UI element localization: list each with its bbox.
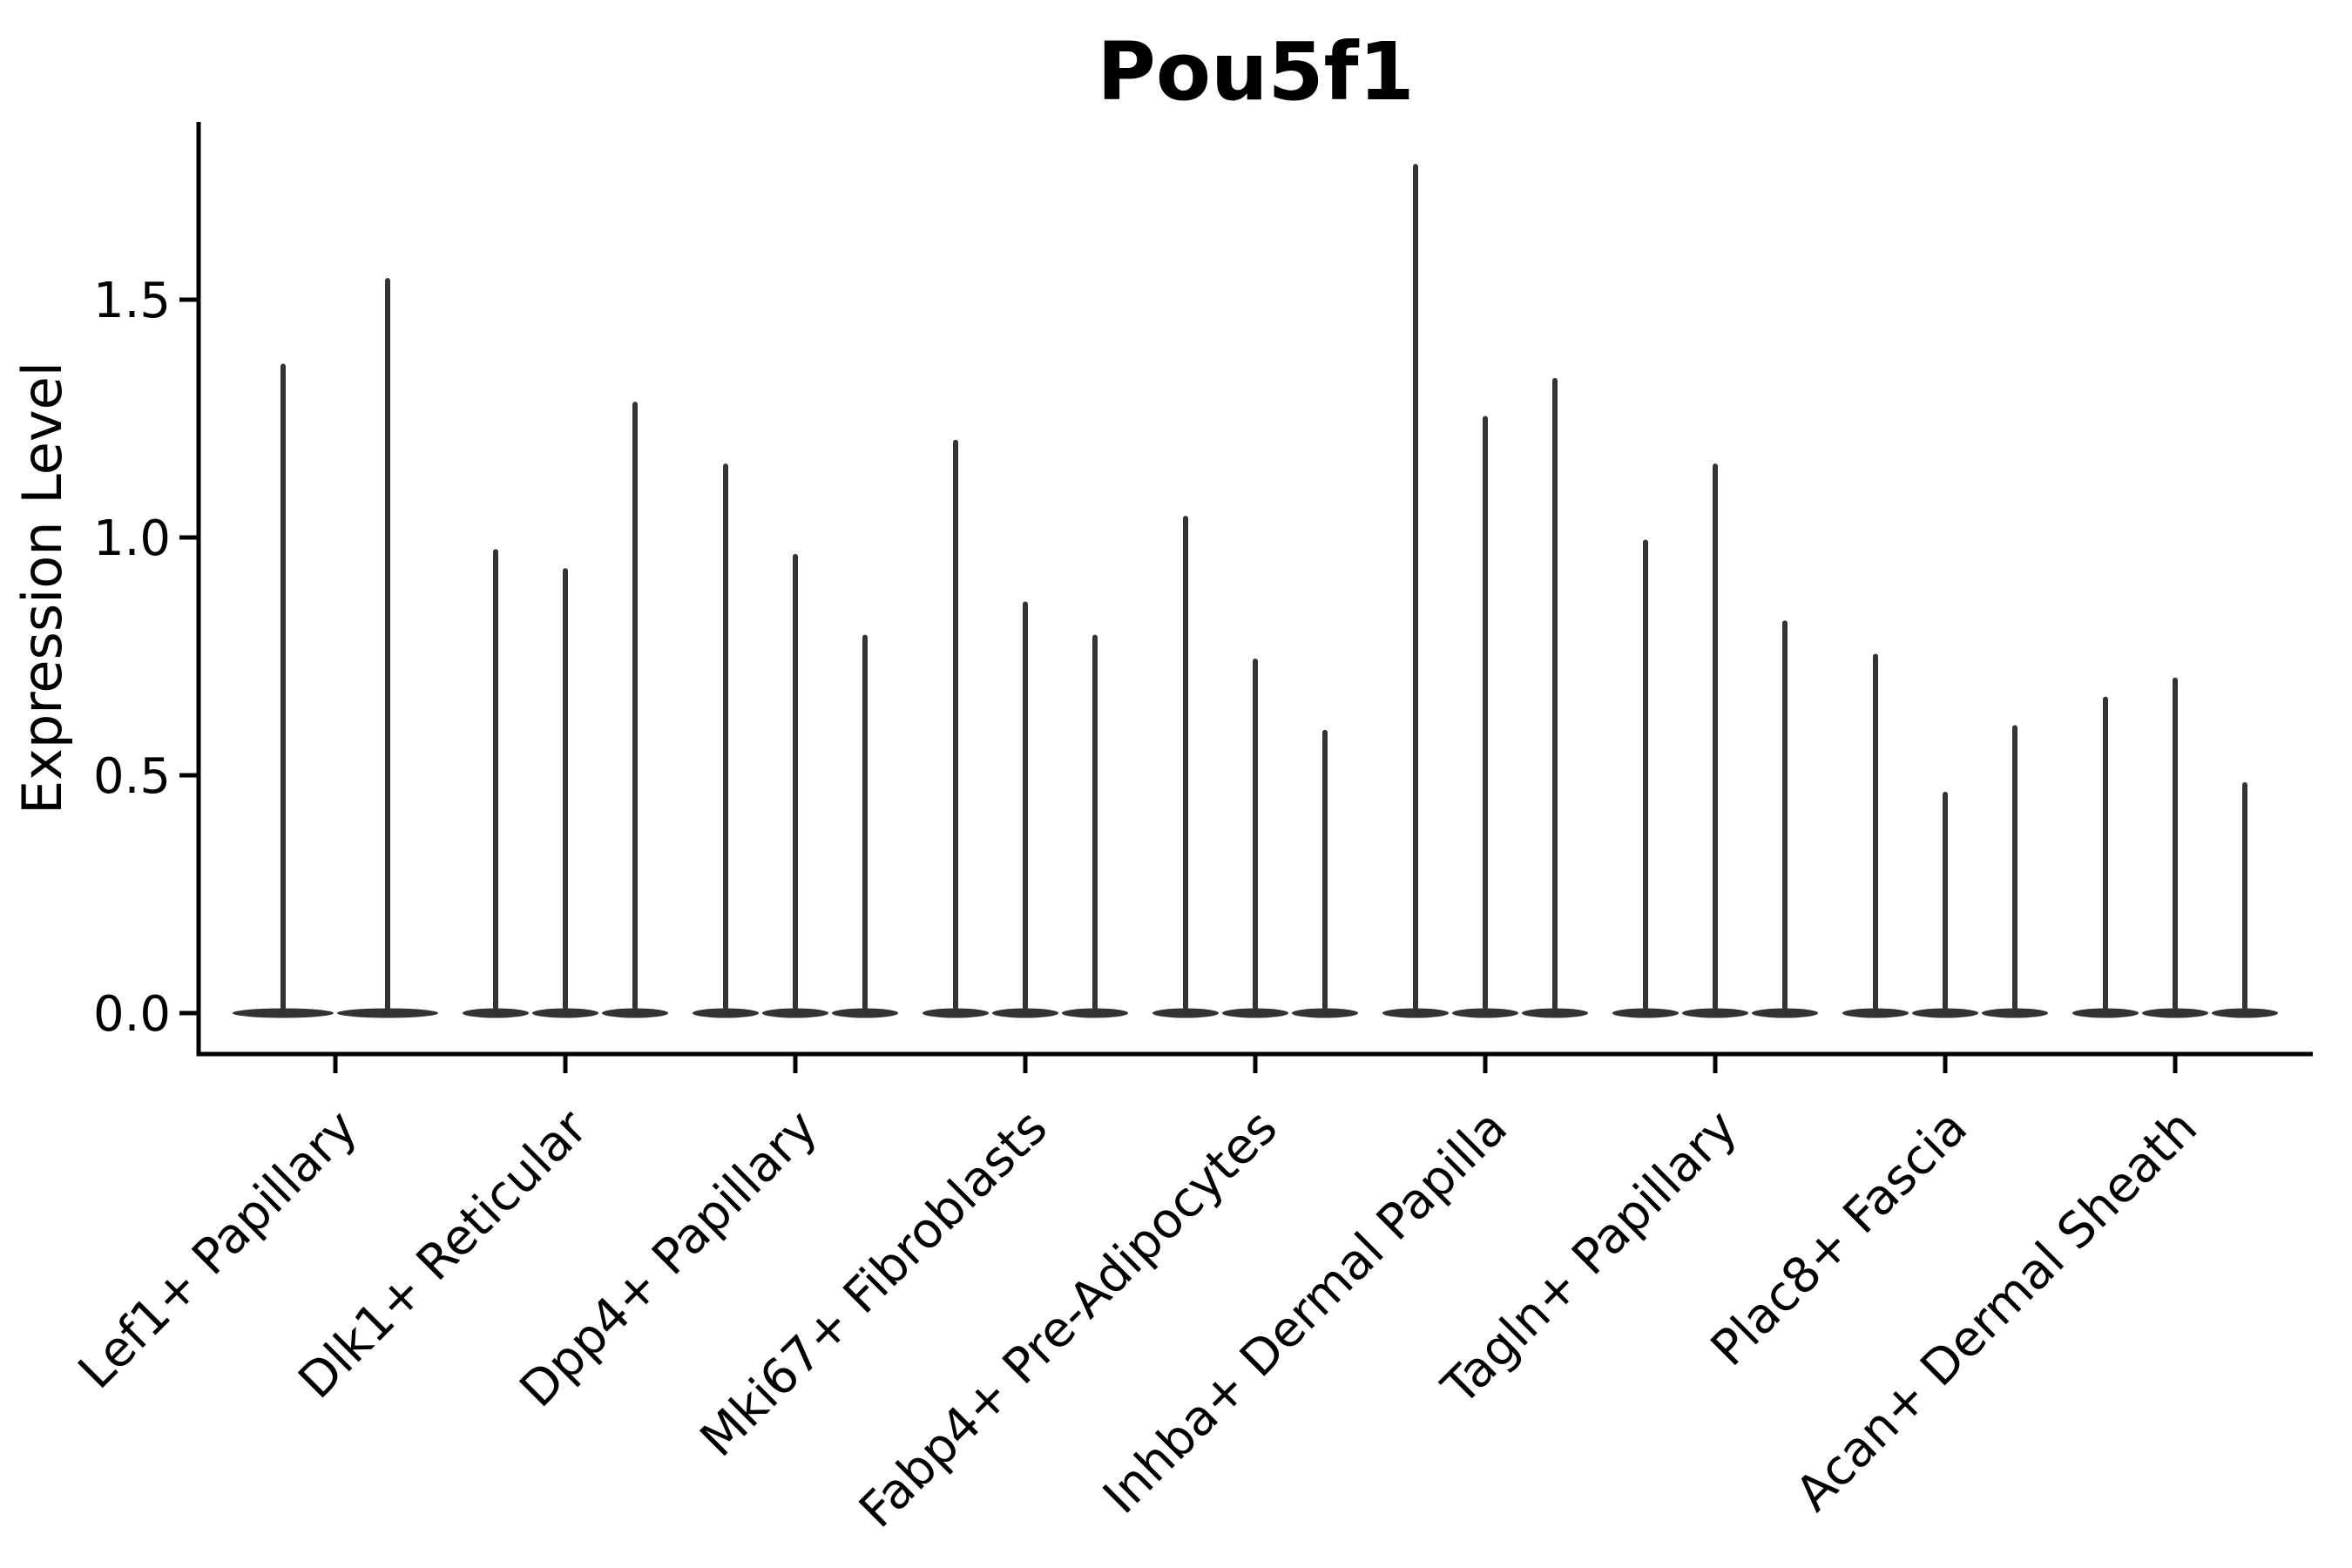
y-tick-label: 0.5 [93, 748, 171, 805]
x-category-label-group: Inhba+ Dermal Papilla [1092, 1099, 1518, 1525]
violin [337, 278, 438, 1018]
violin [532, 568, 598, 1018]
violin [1152, 516, 1219, 1018]
violin [992, 601, 1058, 1018]
y-tick-label: 1.5 [93, 273, 171, 329]
violin [233, 363, 334, 1018]
violin [1382, 164, 1449, 1018]
violin [1222, 658, 1288, 1018]
y-tick-label: 1.0 [93, 510, 171, 567]
violin [1982, 725, 2048, 1018]
violin [693, 463, 759, 1018]
violin [832, 634, 898, 1018]
x-category-label-group: Acan+ Dermal Sheath [1785, 1099, 2208, 1523]
violin [1522, 377, 1588, 1018]
violin [1292, 729, 1358, 1018]
violin [1842, 653, 1909, 1018]
violin [2072, 696, 2139, 1018]
y-axis-label: Expression Level [10, 362, 74, 814]
violin [1062, 634, 1128, 1018]
violin [602, 402, 668, 1018]
violin [1452, 416, 1518, 1018]
violin [1682, 463, 1748, 1018]
chart-title: Pou5f1 [1097, 25, 1414, 118]
violin [1912, 791, 1978, 1018]
violin [923, 439, 989, 1018]
x-category-label: Inhba+ Dermal Papilla [1092, 1099, 1518, 1525]
violin [2142, 677, 2208, 1018]
violin [463, 549, 529, 1018]
violin [2212, 781, 2278, 1018]
y-tick-label: 0.0 [93, 986, 171, 1043]
violin [1752, 620, 1818, 1018]
violin [1612, 539, 1679, 1018]
violin [762, 553, 828, 1018]
x-category-label-group: Fabp4+ Pre-Adipocytes [848, 1099, 1288, 1539]
x-category-label: Acan+ Dermal Sheath [1785, 1099, 2208, 1523]
x-category-label: Fabp4+ Pre-Adipocytes [848, 1099, 1288, 1539]
